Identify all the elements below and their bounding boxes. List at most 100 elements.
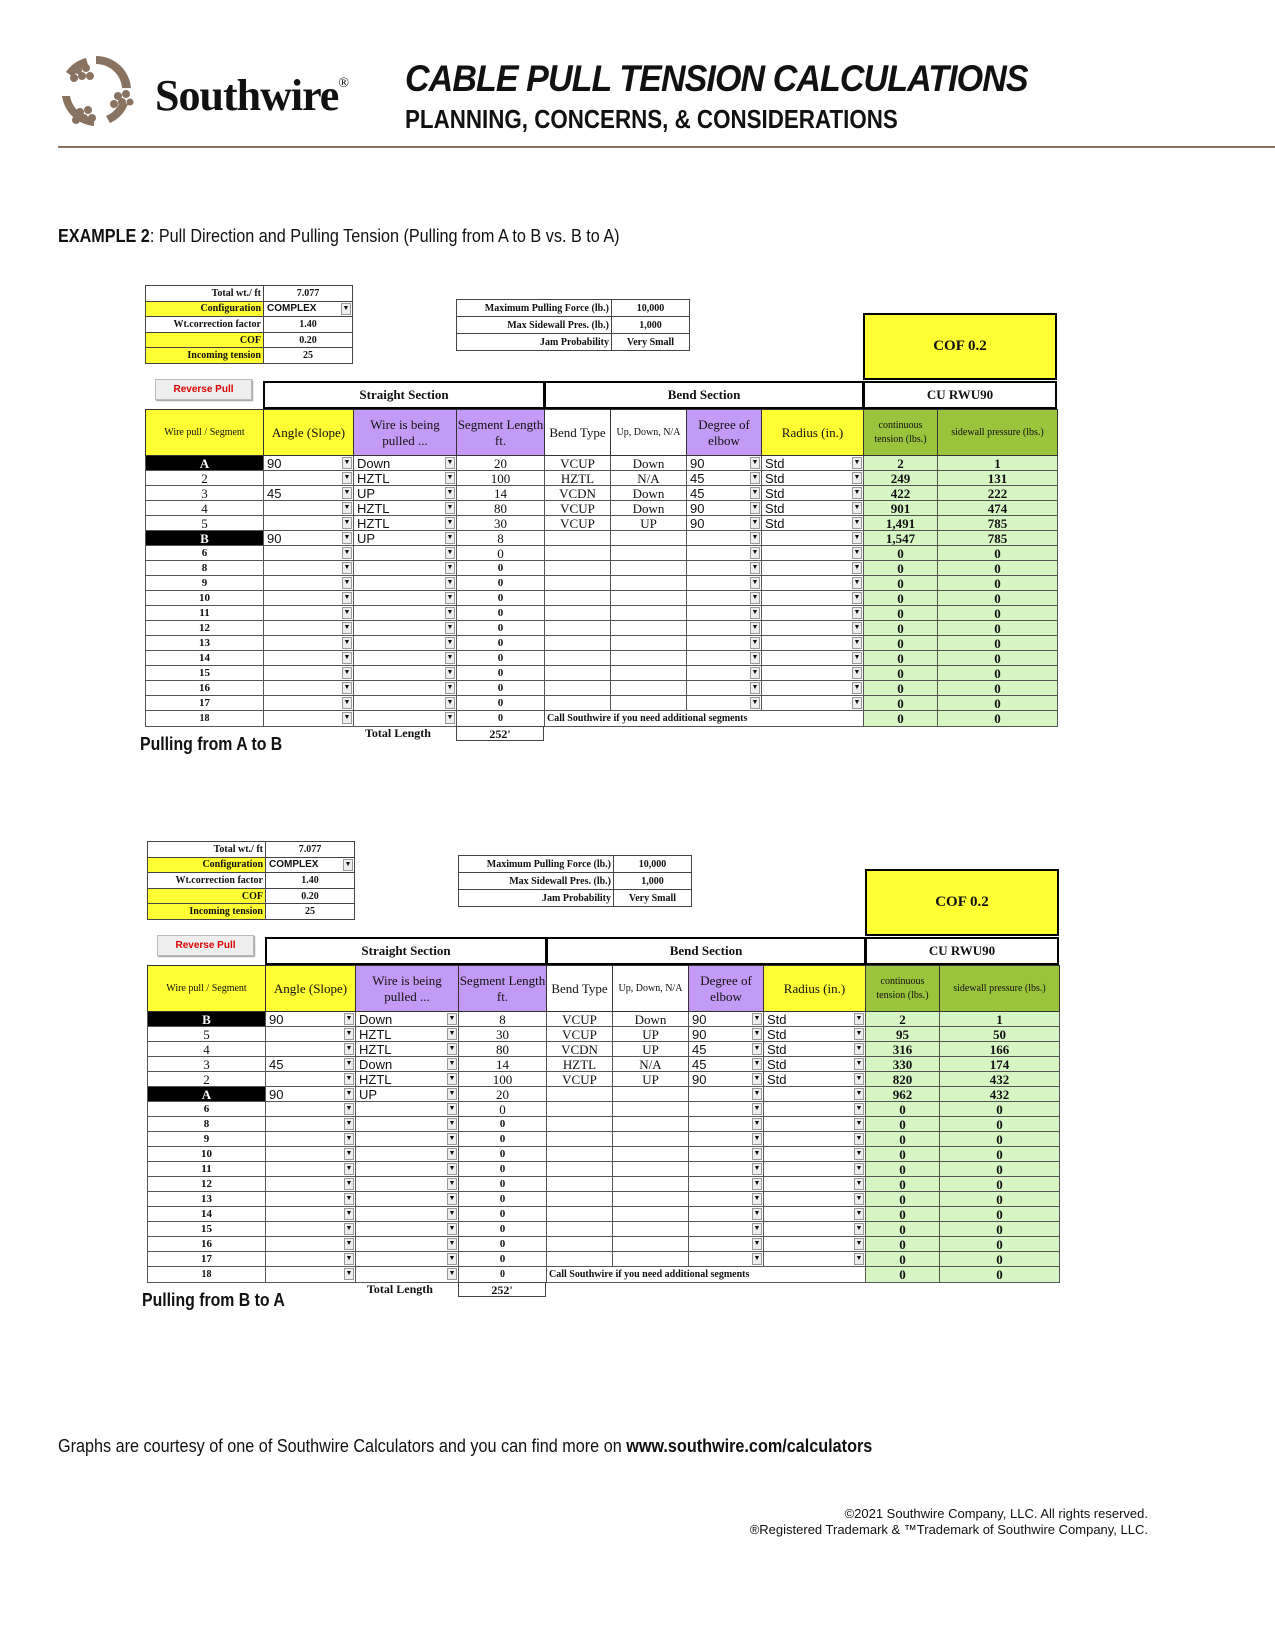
dropdown-cell[interactable]: ▼: [761, 560, 864, 576]
dropdown-cell[interactable]: 45 ▼: [688, 1041, 764, 1057]
dropdown-cell[interactable]: ▼: [686, 665, 762, 681]
dropdown-cell[interactable]: ▼: [763, 1146, 866, 1162]
dropdown-cell[interactable]: ▼: [761, 680, 864, 696]
dropdown-cell[interactable]: ▼: [761, 575, 864, 591]
dropdown-cell[interactable]: ▼: [763, 1116, 866, 1132]
dropdown-cell[interactable]: ▼: [761, 605, 864, 621]
dropdown-cell[interactable]: ▼: [355, 1161, 459, 1177]
dropdown-cell[interactable]: Std ▼: [763, 1026, 866, 1042]
dropdown-cell[interactable]: ▼: [688, 1131, 764, 1147]
dropdown-cell[interactable]: ▼: [263, 560, 354, 576]
cof-input[interactable]: 0.20: [265, 887, 355, 905]
dropdown-cell[interactable]: 45 ▼: [265, 1056, 356, 1072]
dropdown-cell[interactable]: ▼: [263, 515, 354, 531]
dropdown-cell[interactable]: HZTL ▼: [355, 1026, 459, 1042]
dropdown-cell[interactable]: ▼: [355, 1116, 459, 1132]
dropdown-cell[interactable]: ▼: [353, 635, 457, 651]
dropdown-cell[interactable]: ▼: [265, 1116, 356, 1132]
dropdown-cell[interactable]: ▼: [263, 545, 354, 561]
dropdown-cell[interactable]: Std ▼: [763, 1056, 866, 1072]
dropdown-cell[interactable]: ▼: [355, 1131, 459, 1147]
dropdown-cell[interactable]: ▼: [265, 1236, 356, 1252]
dropdown-cell[interactable]: ▼: [265, 1101, 356, 1117]
dropdown-cell[interactable]: ▼: [686, 575, 762, 591]
dropdown-cell[interactable]: ▼: [263, 680, 354, 696]
dropdown-cell[interactable]: ▼: [763, 1251, 866, 1267]
dropdown-cell[interactable]: Std ▼: [763, 1011, 866, 1027]
dropdown-cell[interactable]: ▼: [763, 1131, 866, 1147]
dropdown-cell[interactable]: ▼: [686, 590, 762, 606]
dropdown-cell[interactable]: ▼: [688, 1191, 764, 1207]
dropdown-cell[interactable]: ▼: [265, 1176, 356, 1192]
dropdown-cell[interactable]: ▼: [761, 635, 864, 651]
dropdown-cell[interactable]: ▼: [263, 650, 354, 666]
dropdown-cell[interactable]: ▼: [686, 560, 762, 576]
dropdown-cell[interactable]: ▼: [263, 665, 354, 681]
dropdown-cell[interactable]: ▼: [265, 1041, 356, 1057]
dropdown-cell[interactable]: ▼: [353, 605, 457, 621]
dropdown-cell[interactable]: ▼: [355, 1206, 459, 1222]
dropdown-cell[interactable]: ▼: [355, 1146, 459, 1162]
dropdown-cell[interactable]: ▼: [353, 695, 457, 711]
dropdown-cell[interactable]: ▼: [353, 545, 457, 561]
dropdown-cell[interactable]: ▼: [263, 695, 354, 711]
dropdown-cell[interactable]: ▼: [686, 680, 762, 696]
dropdown-cell[interactable]: ▼: [761, 695, 864, 711]
dropdown-cell[interactable]: ▼: [763, 1236, 866, 1252]
reverse-pull-button[interactable]: Reverse Pull: [157, 935, 254, 956]
dropdown-cell[interactable]: 90 ▼: [686, 500, 762, 516]
dropdown-cell[interactable]: ▼: [688, 1161, 764, 1177]
configuration-select[interactable]: COMPLEX ▼: [263, 300, 353, 318]
cell[interactable]: ▼: [265, 1266, 356, 1283]
dropdown-cell[interactable]: ▼: [265, 1251, 356, 1267]
dropdown-cell[interactable]: ▼: [265, 1146, 356, 1162]
dropdown-cell[interactable]: UP ▼: [355, 1086, 459, 1102]
dropdown-cell[interactable]: ▼: [761, 590, 864, 606]
incoming-tension-input[interactable]: 25: [263, 347, 353, 364]
dropdown-cell[interactable]: ▼: [761, 650, 864, 666]
dropdown-cell[interactable]: ▼: [353, 590, 457, 606]
incoming-tension-input[interactable]: 25: [265, 903, 355, 920]
dropdown-cell[interactable]: ▼: [761, 665, 864, 681]
dropdown-cell[interactable]: Std ▼: [763, 1041, 866, 1057]
dropdown-cell[interactable]: ▼: [688, 1086, 764, 1102]
dropdown-cell[interactable]: 90 ▼: [263, 455, 354, 471]
dropdown-cell[interactable]: Std ▼: [761, 455, 864, 471]
dropdown-cell[interactable]: ▼: [688, 1176, 764, 1192]
dropdown-cell[interactable]: ▼: [686, 635, 762, 651]
dropdown-cell[interactable]: ▼: [263, 635, 354, 651]
dropdown-cell[interactable]: 45 ▼: [686, 485, 762, 501]
dropdown-cell[interactable]: ▼: [763, 1206, 866, 1222]
dropdown-cell[interactable]: ▼: [265, 1131, 356, 1147]
dropdown-cell[interactable]: ▼: [353, 620, 457, 636]
dropdown-cell[interactable]: ▼: [763, 1161, 866, 1177]
dropdown-cell[interactable]: ▼: [686, 545, 762, 561]
cell[interactable]: ▼: [355, 1266, 459, 1283]
dropdown-cell[interactable]: 90 ▼: [686, 455, 762, 471]
dropdown-cell[interactable]: 90 ▼: [686, 515, 762, 531]
dropdown-cell[interactable]: ▼: [688, 1251, 764, 1267]
dropdown-cell[interactable]: ▼: [688, 1101, 764, 1117]
dropdown-cell[interactable]: ▼: [355, 1251, 459, 1267]
dropdown-cell[interactable]: Std ▼: [761, 470, 864, 486]
dropdown-cell[interactable]: ▼: [265, 1071, 356, 1087]
dropdown-cell[interactable]: HZTL ▼: [355, 1041, 459, 1057]
dropdown-cell[interactable]: HZTL ▼: [353, 515, 457, 531]
dropdown-cell[interactable]: ▼: [688, 1116, 764, 1132]
dropdown-cell[interactable]: 45 ▼: [263, 485, 354, 501]
dropdown-cell[interactable]: ▼: [688, 1146, 764, 1162]
dropdown-cell[interactable]: Down ▼: [355, 1011, 459, 1027]
dropdown-cell[interactable]: ▼: [265, 1191, 356, 1207]
dropdown-cell[interactable]: ▼: [353, 650, 457, 666]
dropdown-cell[interactable]: ▼: [353, 680, 457, 696]
dropdown-cell[interactable]: ▼: [761, 530, 864, 546]
dropdown-cell[interactable]: ▼: [353, 560, 457, 576]
dropdown-cell[interactable]: ▼: [686, 605, 762, 621]
dropdown-cell[interactable]: ▼: [263, 605, 354, 621]
dropdown-cell[interactable]: ▼: [263, 470, 354, 486]
dropdown-cell[interactable]: Std ▼: [761, 485, 864, 501]
dropdown-cell[interactable]: ▼: [355, 1191, 459, 1207]
dropdown-cell[interactable]: ▼: [686, 650, 762, 666]
dropdown-cell[interactable]: ▼: [763, 1191, 866, 1207]
dropdown-cell[interactable]: ▼: [763, 1176, 866, 1192]
